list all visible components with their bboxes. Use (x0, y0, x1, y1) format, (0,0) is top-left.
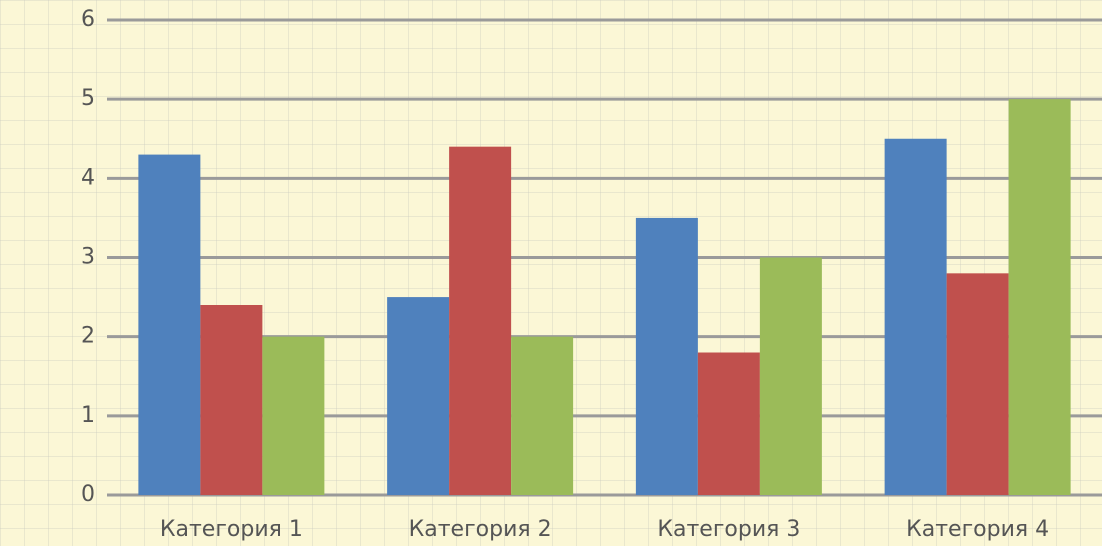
x-tick-label: Категория 2 (409, 517, 552, 542)
y-tick-label: 4 (81, 165, 95, 190)
x-tick-label: Категория 3 (657, 517, 800, 542)
bar (635, 217, 698, 495)
y-tick-label: 3 (81, 245, 95, 270)
bar (449, 146, 512, 495)
y-tick-label: 2 (81, 324, 95, 349)
bar (946, 273, 1009, 495)
bar (511, 336, 574, 495)
bar (262, 336, 325, 495)
bar (138, 154, 201, 496)
bar (759, 257, 822, 495)
bar (697, 352, 760, 495)
y-tick-label: 5 (81, 86, 95, 111)
bar (884, 138, 947, 495)
y-tick-label: 6 (81, 7, 95, 32)
bar (1008, 99, 1071, 496)
bar (200, 305, 263, 495)
x-tick-label: Категория 4 (906, 517, 1049, 542)
y-tick-label: 1 (81, 403, 95, 428)
bar (387, 297, 450, 495)
y-tick-label: 0 (81, 482, 95, 507)
x-tick-label: Категория 1 (160, 517, 303, 542)
